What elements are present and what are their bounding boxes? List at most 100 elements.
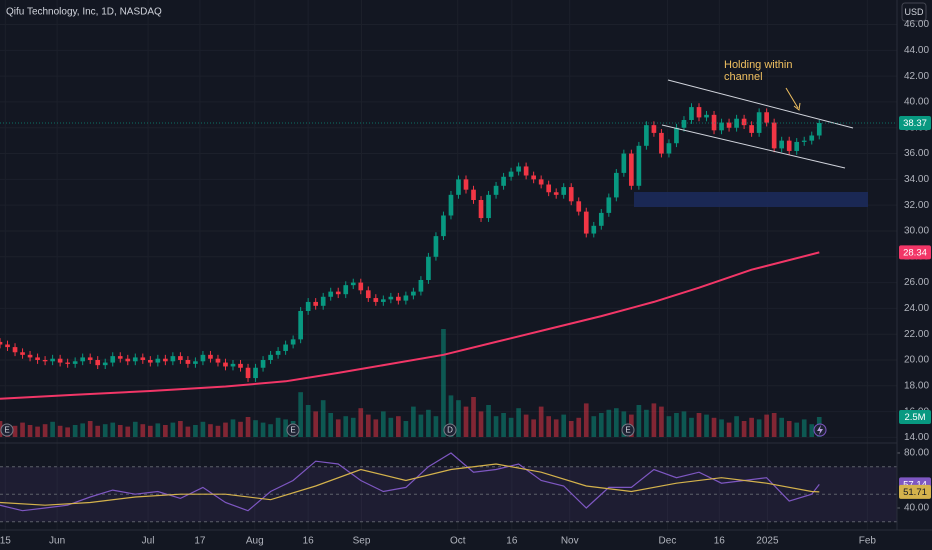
volume-bar	[50, 421, 55, 437]
volume-bar	[553, 419, 559, 437]
candle-body	[178, 356, 183, 360]
volume-bar	[305, 405, 311, 437]
candle-body	[163, 358, 168, 362]
volume-bar	[155, 423, 161, 437]
ma-value-label: 28.34	[903, 247, 927, 258]
volume-bar	[396, 416, 401, 437]
candle-body	[613, 172, 619, 198]
y-tick-label: 46.00	[904, 19, 929, 30]
candle-body	[343, 285, 349, 295]
rsi-tick-label: 80.00	[904, 448, 929, 459]
volume-bar	[343, 416, 349, 437]
volume-bar	[238, 421, 243, 437]
candle-body	[238, 363, 243, 368]
candle-body	[87, 357, 93, 360]
candle-body	[448, 194, 454, 216]
x-tick-label: 16	[303, 536, 315, 547]
candle-body	[583, 211, 589, 234]
volume-bar	[223, 422, 228, 437]
volume-bar	[433, 416, 439, 437]
volume-bar	[674, 413, 679, 437]
chart-title: Qifu Technology, Inc, 1D, NASDAQ	[6, 7, 162, 18]
volume-bar	[644, 409, 649, 437]
volume-bar	[418, 414, 424, 437]
volume-bar	[12, 425, 18, 437]
rsi-tick-label: 40.00	[904, 503, 929, 514]
candle-body	[666, 143, 672, 154]
candle-body	[501, 176, 506, 186]
currency[interactable]: USD	[904, 7, 924, 17]
volume-bar	[350, 417, 356, 437]
volume-bar	[741, 421, 747, 437]
volume-bar	[486, 405, 491, 437]
moving-average	[0, 251, 820, 400]
candle-body	[621, 153, 627, 173]
volume-bar	[298, 392, 303, 437]
volume-bar	[140, 424, 146, 437]
volume-bar	[208, 424, 213, 437]
candle-body	[636, 145, 642, 186]
candle-body	[102, 362, 108, 366]
candle-body	[478, 200, 484, 219]
volume-value-label: 2.5M	[904, 412, 925, 423]
volume-bar	[659, 406, 664, 437]
candle-body	[230, 363, 236, 367]
candle-body	[185, 360, 191, 364]
y-tick-label: 22.00	[904, 329, 929, 340]
candle-body	[132, 357, 138, 362]
candle-body	[200, 354, 206, 362]
rsi-band	[0, 466, 897, 522]
volume-bar	[328, 413, 334, 437]
volume-bar	[42, 424, 48, 437]
volume-bar	[80, 423, 86, 437]
y-tick-label: 26.00	[904, 277, 929, 288]
volume-bar	[95, 425, 101, 437]
candle-body	[268, 354, 273, 360]
candles	[0, 103, 822, 382]
volume-bar	[696, 413, 702, 437]
y-tick-label: 30.00	[904, 226, 929, 237]
candle-body	[516, 166, 521, 172]
volume-bar	[801, 419, 807, 437]
annotation-arrow	[785, 87, 799, 109]
y-tick-label: 14.00	[904, 432, 929, 443]
candle-body	[546, 184, 552, 193]
candle-body	[147, 360, 153, 363]
candle-body	[523, 166, 529, 176]
candle-body	[80, 357, 86, 362]
candle-body	[275, 350, 281, 355]
volume-bar	[117, 425, 123, 437]
candle-body	[245, 367, 251, 379]
candle-body	[749, 125, 754, 133]
x-tick-label: Nov	[561, 536, 579, 547]
volume-bar	[27, 425, 33, 437]
volume-bar	[681, 411, 687, 437]
volume-bar	[102, 424, 108, 437]
candle-body	[358, 282, 364, 291]
candle-body	[816, 122, 822, 136]
volume-bar	[245, 417, 251, 437]
candle-body	[689, 107, 694, 120]
candle-body	[365, 290, 371, 299]
x-tick-label: 16	[506, 536, 518, 547]
volume-bar	[170, 422, 176, 437]
candle-body	[741, 118, 747, 126]
y-tick-label: 42.00	[904, 71, 929, 82]
candle-body	[193, 361, 198, 364]
volume-bar	[441, 329, 446, 437]
volume-bar	[65, 427, 70, 437]
last-price-label: 38.37	[903, 118, 927, 129]
volume-bar	[809, 424, 815, 437]
event-label: D	[447, 426, 453, 435]
candle-body	[433, 236, 439, 257]
candle-body	[72, 361, 78, 364]
volume-bar	[583, 403, 589, 437]
currency-button[interactable]	[901, 2, 927, 22]
volume-bar	[794, 422, 800, 437]
volume-bar	[132, 421, 138, 437]
candle-body	[290, 339, 296, 345]
candle-body	[651, 125, 657, 133]
x-tick-label: 2025	[756, 536, 779, 547]
candle-body	[65, 362, 70, 364]
